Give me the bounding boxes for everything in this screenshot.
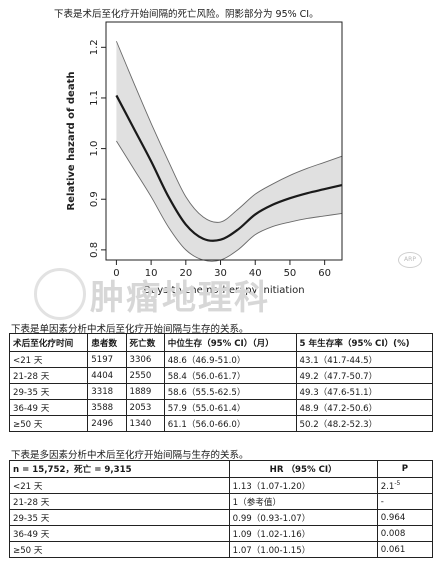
table-row: 29-35 天 3318 1889 58.6（55.5-62.5） 49.3（47.6-…: [8, 383, 434, 400]
table-cell: 1（参考值）: [228, 493, 378, 510]
x-tick-label: 60: [318, 268, 331, 279]
table-cell: 3318: [87, 383, 127, 400]
table-cell: 21-28 天: [9, 493, 230, 510]
x-tick-label: 50: [284, 268, 297, 279]
table-cell: 1.07（1.00-1.15）: [228, 541, 378, 558]
table2-caption: 下表是多因素分析中术后至化疗开始间隔与生存的关系。: [11, 450, 249, 461]
y-tick-label: 1.0: [89, 141, 100, 157]
table-cell: 48.9（47.2-50.6）: [295, 399, 434, 416]
plot-frame: [105, 21, 343, 261]
table-cell: ≥50 天: [8, 415, 89, 432]
column-header: 5 年生存率（95% CI）(%): [295, 333, 434, 352]
table-cell: ≥50 天: [9, 541, 230, 558]
table-cell: 0.964: [376, 509, 434, 526]
column-header: P: [376, 460, 434, 478]
table-cell: 49.3（47.6-51.1）: [295, 383, 434, 400]
ci-lower-line: [116, 140, 343, 262]
x-tick-label: 40: [249, 268, 262, 279]
table-cell: 2.1-5: [376, 477, 434, 494]
y-tick-label: 0.9: [89, 191, 100, 207]
table-row: <21 天 5197 3306 48.6（46.9-51.0） 43.1（41.7-44…: [8, 351, 434, 368]
table-cell: 5197: [87, 351, 127, 368]
column-header: 术后至化疗时间: [8, 333, 89, 352]
table-cell: 61.1（56.0-66.0）: [163, 415, 297, 432]
ci-upper-line: [115, 41, 343, 223]
y-tick-label: 0.8: [89, 242, 100, 258]
x-tick-label: 20: [179, 268, 192, 279]
column-header: 患者数: [87, 333, 127, 352]
table-cell: 1889: [125, 383, 165, 400]
table-row: <21 天 1.13（1.07-1.20） 2.1-5: [9, 477, 434, 494]
table-cell: 0.008: [376, 525, 434, 542]
x-axis-label: Days to chemotherapy initiation: [143, 285, 304, 296]
table-cell: <21 天: [9, 477, 230, 494]
table-cell: 0.99（0.93-1.07）: [228, 509, 378, 526]
table-cell: 36-49 天: [8, 399, 89, 416]
y-tick-label: 1.1: [89, 90, 100, 106]
table-cell: 0.061: [376, 541, 434, 558]
table-row: ≥50 天 2496 1340 61.1（56.0-66.0） 50.2（48.2-52…: [8, 415, 434, 432]
univariate-table: 术后至化疗时间 患者数 死亡数 中位生存（95% CI）（月） 5 年生存率（95% C…: [8, 333, 434, 432]
table-cell: -: [376, 493, 434, 510]
table-row: 21-28 天 4404 2550 58.4（56.0-61.7） 49.2（47.7-…: [8, 367, 434, 384]
x-tick-label: 10: [145, 268, 158, 279]
table-row: 21-28 天 1（参考值） -: [9, 493, 434, 510]
column-header: HR （95% CI）: [228, 460, 378, 478]
y-tick-label: 1.2: [89, 39, 100, 55]
y-axis-label: Relative hazard of death: [66, 72, 77, 211]
hazard-line: [115, 94, 343, 242]
chart-caption: 下表是术后至化疗开始间隔的死亡风险。阴影部分为 95% CI。: [54, 9, 319, 20]
table-cell: 2550: [125, 367, 165, 384]
table-cell: 50.2（48.2-52.3）: [295, 415, 434, 432]
table-cell: 2053: [125, 399, 165, 416]
table-cell: 1340: [125, 415, 165, 432]
table-cell: 43.1（41.7-44.5）: [295, 351, 434, 368]
seal-icon: ARP: [398, 252, 422, 268]
ci-band: [116, 41, 342, 262]
hazard-chart: 0 10 20 30 40 50 60 0.8 0.9 1.0 1.1 1.2 Days to chem…: [66, 21, 343, 296]
table-row: 29-35 天 0.99（0.93-1.07） 0.964: [9, 509, 434, 526]
table-cell: 29-35 天: [8, 383, 89, 400]
table-row: 36-49 天 1.09（1.02-1.16） 0.008: [9, 525, 434, 542]
table-cell: 57.9（55.0-61.4）: [163, 399, 297, 416]
table-cell: 48.6（46.9-51.0）: [163, 351, 297, 368]
table-row: ≥50 天 1.07（1.00-1.15） 0.061: [9, 541, 434, 558]
table-cell: 58.6（55.5-62.5）: [163, 383, 297, 400]
column-header: n = 15,752，死亡 = 9,315: [9, 460, 230, 478]
table-cell: 21-28 天: [8, 367, 89, 384]
table-cell: 1.09（1.02-1.16）: [228, 525, 378, 542]
x-tick-label: 30: [214, 268, 227, 279]
table-cell: 49.2（47.7-50.7）: [295, 367, 434, 384]
exponent: -5: [394, 479, 401, 487]
x-tick-label: 0: [113, 268, 119, 279]
table-cell: 4404: [87, 367, 127, 384]
table-cell: 36-49 天: [9, 525, 230, 542]
table-cell: 2496: [87, 415, 127, 432]
table-cell: 3306: [125, 351, 165, 368]
table-cell: 1.13（1.07-1.20）: [228, 477, 378, 494]
watermark: 肿瘤地理科: [90, 278, 270, 318]
table-header-row: n = 15,752，死亡 = 9,315 HR （95% CI） P: [9, 460, 434, 478]
watermark-logo-icon: [34, 268, 86, 320]
table-cell: 3588: [87, 399, 127, 416]
table-cell: 29-35 天: [9, 509, 230, 526]
column-header: 中位生存（95% CI）（月）: [163, 333, 297, 352]
table-row: 36-49 天 3588 2053 57.9（55.0-61.4） 48.9（47.2-…: [8, 399, 434, 416]
table-cell: 58.4（56.0-61.7）: [163, 367, 297, 384]
table1-caption: 下表是单因素分析中术后至化疗开始间隔与生存的关系。: [11, 324, 249, 335]
table-cell: <21 天: [8, 351, 89, 368]
column-header: 死亡数: [125, 333, 165, 352]
table-header-row: 术后至化疗时间 患者数 死亡数 中位生存（95% CI）（月） 5 年生存率（95% C…: [8, 333, 434, 352]
